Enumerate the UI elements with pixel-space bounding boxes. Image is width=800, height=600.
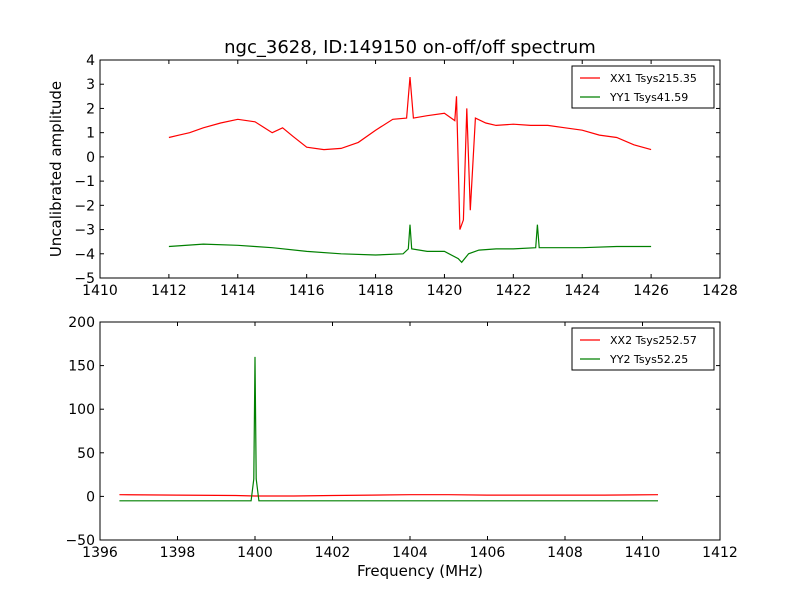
plot2-legend-label: XX2 Tsys252.57 bbox=[610, 334, 697, 347]
plot2-x-tick-label: 1396 bbox=[82, 545, 118, 561]
plot1-x-tick-label: 1422 bbox=[496, 283, 532, 299]
plot1-series-line-2 bbox=[168, 224, 652, 264]
plot1-x-tick-label: 1420 bbox=[427, 283, 463, 299]
plot2-series-line-1 bbox=[119, 494, 659, 497]
plot1-y-tick-label: −4 bbox=[74, 247, 95, 263]
plot1-legend-label: XX1 Tsys215.35 bbox=[610, 72, 697, 85]
plot1-y-tick-label: 2 bbox=[86, 101, 95, 117]
plot2-x-axis-label: Frequency (MHz) bbox=[357, 562, 483, 580]
plot1-y-tick-label: −1 bbox=[74, 174, 95, 190]
plot2-series-line-2 bbox=[119, 356, 658, 502]
plot1-y-tick-label: 3 bbox=[86, 77, 95, 93]
plot1-legend-box bbox=[571, 65, 715, 109]
plot1-y-tick-label: −2 bbox=[74, 198, 95, 214]
plot2-y-tick-label: 100 bbox=[68, 402, 95, 418]
plot2-y-tick-label: 50 bbox=[77, 446, 95, 462]
plot2-x-tick-label: 1402 bbox=[315, 545, 351, 561]
plot2-y-tick-label: 150 bbox=[68, 359, 95, 375]
plot2-x-tick-label: 1404 bbox=[392, 545, 428, 561]
plot2-y-tick-label: 200 bbox=[68, 315, 95, 331]
plot2-x-tick-label: 1406 bbox=[470, 545, 506, 561]
plot1-x-tick-label: 1410 bbox=[82, 283, 118, 299]
plot1-x-tick-label: 1416 bbox=[289, 283, 325, 299]
plot2-x-tick-label: 1410 bbox=[625, 545, 661, 561]
plot1-x-tick-label: 1412 bbox=[151, 283, 187, 299]
plot1-x-tick-label: 1426 bbox=[633, 283, 669, 299]
plot1-x-tick-label: 1428 bbox=[702, 283, 738, 299]
plot1-y-tick-label: 4 bbox=[86, 53, 95, 69]
plot1-x-tick-label: 1418 bbox=[358, 283, 394, 299]
plot2-x-tick-label: 1398 bbox=[160, 545, 196, 561]
plot1-y-tick-label: 0 bbox=[86, 150, 95, 166]
plot2-legend-box bbox=[571, 327, 715, 371]
plot1-y-axis-label: Uncalibrated amplitude bbox=[47, 81, 65, 257]
plot1-y-tick-label: 1 bbox=[86, 126, 95, 142]
plot1-y-tick-label: −3 bbox=[74, 223, 95, 239]
plot2-x-tick-label: 1400 bbox=[237, 545, 273, 561]
plot1-x-tick-label: 1414 bbox=[220, 283, 256, 299]
figure-title: ngc_3628, ID:149150 on-off/off spectrum bbox=[224, 37, 596, 58]
plot1-axes-frame bbox=[99, 59, 721, 279]
plot2-x-tick-label: 1412 bbox=[702, 545, 738, 561]
plot2-y-tick-label: −50 bbox=[65, 533, 95, 549]
plot1-y-tick-label: −5 bbox=[74, 271, 95, 287]
plot1-legend-label: YY1 Tsys41.59 bbox=[609, 91, 688, 104]
plot2-legend-label: YY2 Tsys52.25 bbox=[609, 353, 688, 366]
plot1-x-tick-label: 1424 bbox=[564, 283, 600, 299]
plot2-x-tick-label: 1408 bbox=[547, 545, 583, 561]
plot1-series-line-1 bbox=[168, 76, 652, 230]
plot2-y-tick-label: 0 bbox=[86, 489, 95, 505]
